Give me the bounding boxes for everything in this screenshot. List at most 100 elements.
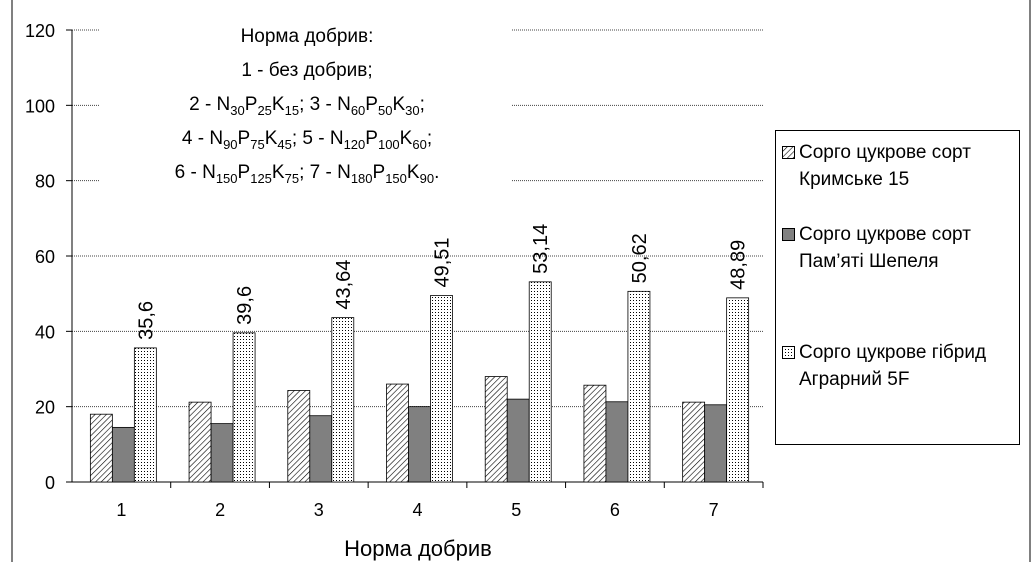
value-label: 39,6 xyxy=(234,286,256,325)
y-tick-label: 40 xyxy=(35,322,55,342)
y-tick-label: 100 xyxy=(25,96,55,116)
annotation-text: K xyxy=(265,128,278,149)
annotation-text: P xyxy=(245,94,258,115)
legend: Сорго цукрове сорт Кримське 15 Сорго цукр… xyxy=(775,130,1020,445)
annotation-text: ; xyxy=(427,128,432,149)
value-label: 50,62 xyxy=(629,233,651,283)
annotation-subscript: 75 xyxy=(250,137,264,152)
annotation-subscript: 90 xyxy=(223,137,237,152)
annotation-text: K xyxy=(400,128,413,149)
annotation-text: P xyxy=(238,128,251,149)
bar xyxy=(232,332,256,483)
legend-item: Сорго цукрове гібрид Аграрний 5F xyxy=(782,339,1014,393)
bar xyxy=(309,415,333,483)
legend-swatch-rect xyxy=(782,146,795,159)
bar xyxy=(682,401,706,483)
x-axis-label: Норма добрив xyxy=(344,536,492,561)
annotation-text: 4 - N xyxy=(182,128,223,149)
annotation-subscript: 125 xyxy=(250,171,272,186)
value-label: 43,64 xyxy=(333,260,355,310)
annotation-line: 6 - N150P125K75; 7 - N180P150K90. xyxy=(175,162,440,186)
annotation-line: 2 - N30P25K15; 3 - N60P50K30; xyxy=(189,94,425,118)
y-tick-label: 20 xyxy=(35,398,55,418)
annotation-subscript: 120 xyxy=(344,137,366,152)
annotation-background xyxy=(100,15,512,183)
annotation-subscript: 150 xyxy=(216,171,238,186)
value-label: 49,51 xyxy=(432,237,454,287)
x-tick-label: 2 xyxy=(215,500,225,520)
annotation-line: 4 - N90P75K45; 5 - N120P100K60; xyxy=(182,128,432,152)
x-tick-label: 6 xyxy=(610,500,620,520)
bar xyxy=(133,347,157,483)
annotation-text: Норма добрив: xyxy=(241,26,374,47)
annotation-text: P xyxy=(365,128,378,149)
annotation-subscript: 15 xyxy=(285,103,299,118)
value-label: 35,6 xyxy=(135,301,157,340)
annotation-text: K xyxy=(272,162,285,183)
x-tick-label: 5 xyxy=(511,500,521,520)
legend-label: Сорго цукрове гібрид Аграрний 5F xyxy=(799,342,987,390)
annotation-subscript: 100 xyxy=(378,137,400,152)
legend-swatch xyxy=(782,146,795,159)
annotation-subscript: 25 xyxy=(257,103,271,118)
annotation-text: 1 - без добрив; xyxy=(241,60,372,81)
bar xyxy=(528,281,552,483)
annotation-text: 6 - N xyxy=(175,162,216,183)
annotation-subscript: 60 xyxy=(412,137,426,152)
annotation: Норма добрив: 1 - без добрив; 2 - N30P25K1… xyxy=(175,26,440,186)
annotation-text: ; 3 - N xyxy=(299,94,351,115)
bar xyxy=(430,295,453,483)
annotation-subscript: 90 xyxy=(420,171,434,186)
annotation-subscript: 30 xyxy=(230,103,244,118)
y-tick-label: 120 xyxy=(25,21,55,41)
value-label: 53,14 xyxy=(530,224,552,274)
y-tick-label: 0 xyxy=(45,473,55,493)
x-tick-label: 4 xyxy=(412,500,422,520)
value-label: 48,89 xyxy=(728,240,750,290)
legend-swatch xyxy=(782,346,795,359)
legend-swatch-rect xyxy=(782,228,795,241)
annotation-text: P xyxy=(365,94,378,115)
annotation-subscript: 180 xyxy=(351,171,373,186)
bar xyxy=(408,406,431,483)
y-tick-label: 60 xyxy=(35,247,55,267)
annotation-text: . xyxy=(434,162,439,183)
annotation-subscript: 50 xyxy=(378,103,392,118)
annotation-line: 1 - без добрив; xyxy=(241,60,372,81)
bar xyxy=(386,383,409,483)
legend-label: Сорго цукрове сорт Пам’яті Шепеля xyxy=(799,224,971,272)
annotation-text: ; xyxy=(420,94,425,115)
bar xyxy=(726,297,750,483)
legend-item: Сорго цукрове сорт Кримське 15 xyxy=(782,139,1014,193)
bar xyxy=(287,390,311,483)
x-tick-label: 7 xyxy=(709,500,719,520)
annotation-text: 2 - N xyxy=(189,94,230,115)
annotation-subscript: 45 xyxy=(277,137,291,152)
legend-swatch-rect xyxy=(782,346,795,359)
annotation-subscript: 150 xyxy=(385,171,407,186)
annotation-subscript: 30 xyxy=(405,103,419,118)
legend-label: Сорго цукрове сорт Кримське 15 xyxy=(799,142,971,190)
bar xyxy=(583,384,607,483)
annotation-text: K xyxy=(407,162,420,183)
annotation-text: K xyxy=(272,94,285,115)
annotation-subscript: 75 xyxy=(285,171,299,186)
y-tick-label: 80 xyxy=(35,172,55,192)
bar xyxy=(605,401,629,483)
annotation-text: K xyxy=(392,94,405,115)
legend-item: Сорго цукрове сорт Пам’яті Шепеля xyxy=(782,221,1014,275)
x-tick-label: 1 xyxy=(116,500,126,520)
bar xyxy=(484,376,508,483)
bar xyxy=(331,317,355,483)
annotation-subscript: 60 xyxy=(351,103,365,118)
annotation-text: ; 5 - N xyxy=(292,128,344,149)
bar xyxy=(89,413,113,483)
bar xyxy=(627,290,651,483)
bar xyxy=(210,423,234,483)
x-tick-label: 3 xyxy=(314,500,324,520)
annotation-text: P xyxy=(238,162,251,183)
bar xyxy=(111,426,135,483)
annotation-line: Норма добрив: xyxy=(241,26,374,47)
